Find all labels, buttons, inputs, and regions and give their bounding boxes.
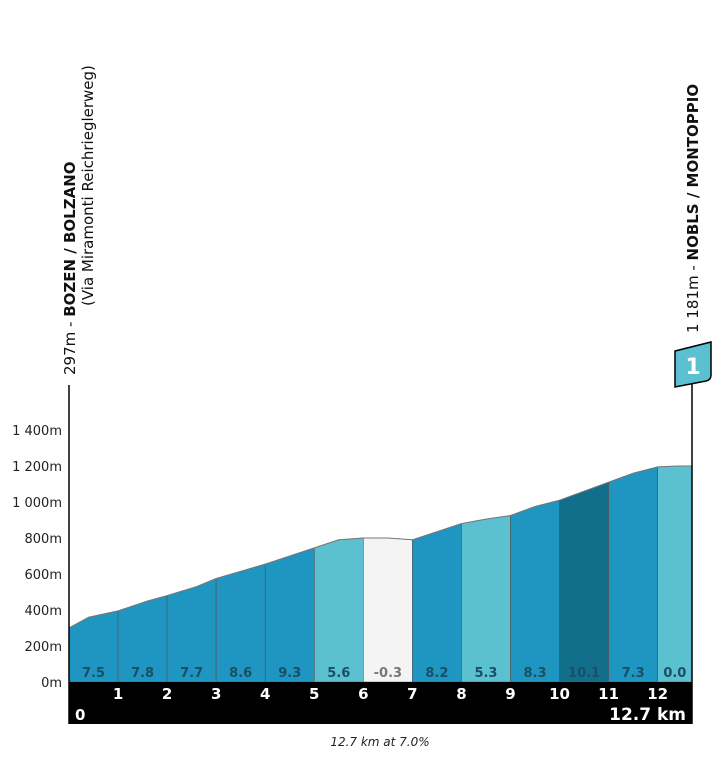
y-tick-label: 1 400m: [12, 424, 62, 439]
y-tick-label: 200m: [25, 640, 62, 655]
y-tick-label: 1 200m: [12, 460, 62, 475]
gradient-segment: [559, 481, 609, 683]
gradient-segment: [510, 499, 560, 683]
x-tick-label: 6: [358, 685, 368, 703]
x-tick-label: 9: [505, 685, 515, 703]
start-km-label: 0: [75, 706, 85, 724]
start-elevation: 297m -: [61, 317, 79, 375]
gradient-label: 10.1: [568, 666, 600, 681]
y-tick-label: 600m: [25, 568, 62, 583]
gradient-label: 0.0: [663, 666, 686, 681]
x-tick-label: 12: [647, 685, 668, 703]
x-tick-label: 11: [598, 685, 619, 703]
y-tick-label: 400m: [25, 604, 62, 619]
gradient-label: 9.3: [278, 666, 301, 681]
x-tick-label: 2: [162, 685, 172, 703]
gradient-segment: [363, 537, 413, 683]
gradient-label: 8.3: [524, 666, 547, 681]
climb-summary: 12.7 km at 7.0%: [330, 735, 429, 749]
x-tick-label: 5: [309, 685, 319, 703]
gradient-segment: [215, 563, 266, 683]
end-km-label: 12.7 km: [609, 705, 686, 725]
y-axis-ticks: 0m 200m 400m 600m 800m 1 000m 1 200m 1 400m: [12, 424, 62, 691]
x-tick-label: 4: [260, 685, 270, 703]
gradient-segment: [608, 466, 658, 683]
gradient-label: 7.7: [180, 666, 203, 681]
finish-elevation: 1 181m -: [684, 260, 702, 333]
svg-text:297m - BOZEN / BOLZANO: 297m - BOZEN / BOLZANO: [61, 161, 79, 375]
x-tick-label: 7: [407, 685, 417, 703]
gradient-label: 7.5: [82, 666, 105, 681]
gradient-label: 7.3: [622, 666, 645, 681]
start-label: 297m - BOZEN / BOLZANO: [61, 161, 79, 375]
gradient-segment: [412, 523, 462, 683]
gradient-label: 7.8: [131, 666, 154, 681]
gradient-segment: [313, 537, 364, 683]
profile-outline: [68, 465, 692, 629]
x-tick-label: 8: [456, 685, 466, 703]
y-tick-label: 1 000m: [12, 496, 62, 511]
gradient-label: 5.3: [474, 666, 497, 681]
x-tick-label: 1: [113, 685, 123, 703]
gradient-label: -0.3: [374, 666, 402, 681]
gradient-segments: 7.5 7.8 7.7 8.6 9.3 5.6 -0.3 8.2 5.3 8.3 10.1 7.3 0.…: [68, 465, 693, 683]
km-bar: [69, 682, 692, 724]
start-name: BOZEN / BOLZANO: [61, 161, 79, 316]
finish-label: 1 181m - NOBLS / MONTOPPIO: [684, 84, 702, 333]
gradient-segment: [264, 547, 315, 683]
x-tick-label: 10: [549, 685, 570, 703]
finish-name: NOBLS / MONTOPPIO: [684, 84, 702, 261]
category-flag: 1: [674, 341, 712, 388]
x-tick-label: 3: [211, 685, 221, 703]
svg-text:1 181m - NOBLS / MONTOPPIO: 1 181m - NOBLS / MONTOPPIO: [684, 84, 702, 333]
x-axis-ticks: 1 2 3 4 5 6 7 8 9 10 11 12: [113, 685, 668, 703]
gradient-segment: [461, 515, 511, 683]
gradient-segment: [657, 465, 693, 683]
gradient-label: 8.6: [229, 666, 252, 681]
y-tick-label: 800m: [25, 532, 62, 547]
y-tick-label: 0m: [41, 676, 62, 691]
start-detail: (Via Miramonti Reichrieglerweg): [79, 65, 97, 306]
gradient-label: 8.2: [425, 666, 448, 681]
category-label: 1: [685, 355, 700, 380]
gradient-label: 5.6: [327, 666, 350, 681]
